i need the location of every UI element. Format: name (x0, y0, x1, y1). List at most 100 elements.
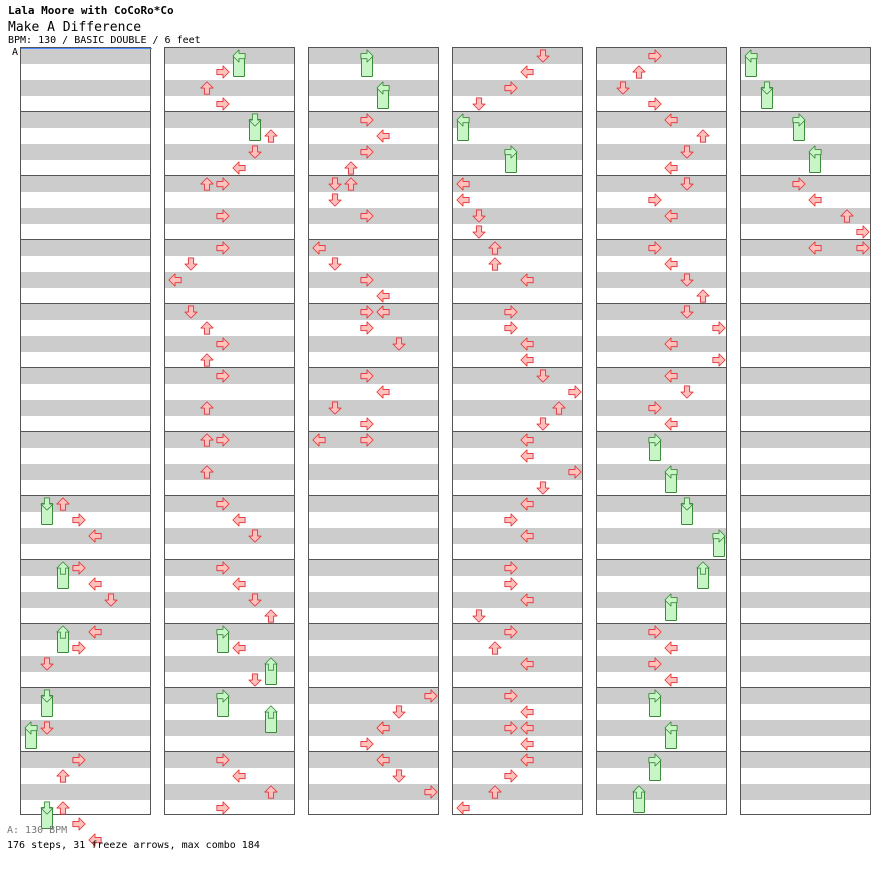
arrow-left-icon (664, 209, 678, 223)
arrow-down-icon (680, 177, 694, 191)
arrow-left-icon (520, 657, 534, 671)
measure-line (165, 623, 294, 624)
arrow-down-icon (248, 113, 262, 127)
measure-line (21, 303, 150, 304)
arrow-up-icon (56, 625, 70, 639)
arrow-right-icon (648, 241, 662, 255)
arrow-right-icon (648, 49, 662, 63)
arrow-down-icon (680, 305, 694, 319)
arrow-right-icon (360, 433, 374, 447)
arrow-right-icon (360, 321, 374, 335)
arrow-down-icon (328, 193, 342, 207)
measure-line (453, 495, 582, 496)
arrow-right-icon (360, 417, 374, 431)
arrow-left-icon (520, 753, 534, 767)
arrow-down-icon (248, 529, 262, 543)
measure-line (21, 687, 150, 688)
arrow-up-icon (200, 465, 214, 479)
measure-line (741, 367, 870, 368)
measure-line (309, 623, 438, 624)
arrow-up-icon (56, 801, 70, 815)
measure-line (165, 687, 294, 688)
arrow-right-icon (648, 753, 662, 767)
arrow-down-icon (184, 305, 198, 319)
arrow-left-icon (808, 145, 822, 159)
arrow-left-icon (376, 385, 390, 399)
measure-line (165, 239, 294, 240)
arrow-left-icon (520, 433, 534, 447)
arrow-left-icon (456, 113, 470, 127)
arrow-left-icon (376, 289, 390, 303)
measure-line (309, 367, 438, 368)
arrow-down-icon (680, 273, 694, 287)
chart-info: BPM: 130 / BASIC DOUBLE / 6 feet (8, 35, 201, 46)
arrow-left-icon (808, 193, 822, 207)
arrow-right-icon (648, 401, 662, 415)
arrow-down-icon (248, 593, 262, 607)
arrow-right-icon (648, 625, 662, 639)
arrow-up-icon (264, 129, 278, 143)
measure-line (597, 367, 726, 368)
arrow-left-icon (520, 353, 534, 367)
arrow-left-icon (88, 529, 102, 543)
measure-line (741, 751, 870, 752)
arrow-right-icon (216, 625, 230, 639)
arrow-left-icon (24, 721, 38, 735)
arrow-right-icon (504, 145, 518, 159)
measure-line (165, 367, 294, 368)
arrow-down-icon (392, 337, 406, 351)
arrow-up-icon (552, 401, 566, 415)
arrow-up-icon (488, 241, 502, 255)
arrow-right-icon (568, 385, 582, 399)
arrow-up-icon (200, 353, 214, 367)
arrow-up-icon (200, 177, 214, 191)
arrow-left-icon (232, 513, 246, 527)
measure-line (21, 431, 150, 432)
arrow-left-icon (520, 705, 534, 719)
arrow-left-icon (232, 577, 246, 591)
measure-line (597, 559, 726, 560)
arrow-right-icon (504, 689, 518, 703)
arrow-left-icon (520, 721, 534, 735)
artist-title: Lala Moore with CoCoRo*Co (8, 4, 174, 17)
arrow-right-icon (424, 785, 438, 799)
measure-line (309, 303, 438, 304)
measure-line (165, 431, 294, 432)
measure-line (597, 431, 726, 432)
measure-line (21, 367, 150, 368)
measure-line (453, 559, 582, 560)
arrow-up-icon (56, 561, 70, 575)
arrow-left-icon (232, 161, 246, 175)
arrow-down-icon (472, 609, 486, 623)
arrow-right-icon (424, 689, 438, 703)
arrow-left-icon (664, 641, 678, 655)
arrow-right-icon (504, 513, 518, 527)
arrow-right-icon (856, 225, 870, 239)
measure-line (165, 559, 294, 560)
arrow-down-icon (328, 177, 342, 191)
arrow-left-icon (664, 161, 678, 175)
arrow-right-icon (504, 81, 518, 95)
measure-line (741, 687, 870, 688)
arrow-down-icon (680, 145, 694, 159)
arrow-down-icon (536, 417, 550, 431)
arrow-right-icon (72, 817, 86, 831)
measure-line (21, 111, 150, 112)
arrow-left-icon (520, 337, 534, 351)
arrow-down-icon (104, 593, 118, 607)
measure-line (165, 751, 294, 752)
arrow-right-icon (216, 753, 230, 767)
arrow-left-icon (520, 497, 534, 511)
arrow-right-icon (648, 657, 662, 671)
measure-line (741, 239, 870, 240)
arrow-up-icon (488, 257, 502, 271)
arrow-left-icon (520, 737, 534, 751)
arrow-left-icon (376, 81, 390, 95)
chart-column-6 (740, 47, 871, 815)
measure-line (165, 495, 294, 496)
arrow-right-icon (216, 497, 230, 511)
arrow-right-icon (648, 97, 662, 111)
arrow-left-icon (808, 241, 822, 255)
measure-line (21, 495, 150, 496)
song-title: Make A Difference (8, 20, 142, 35)
